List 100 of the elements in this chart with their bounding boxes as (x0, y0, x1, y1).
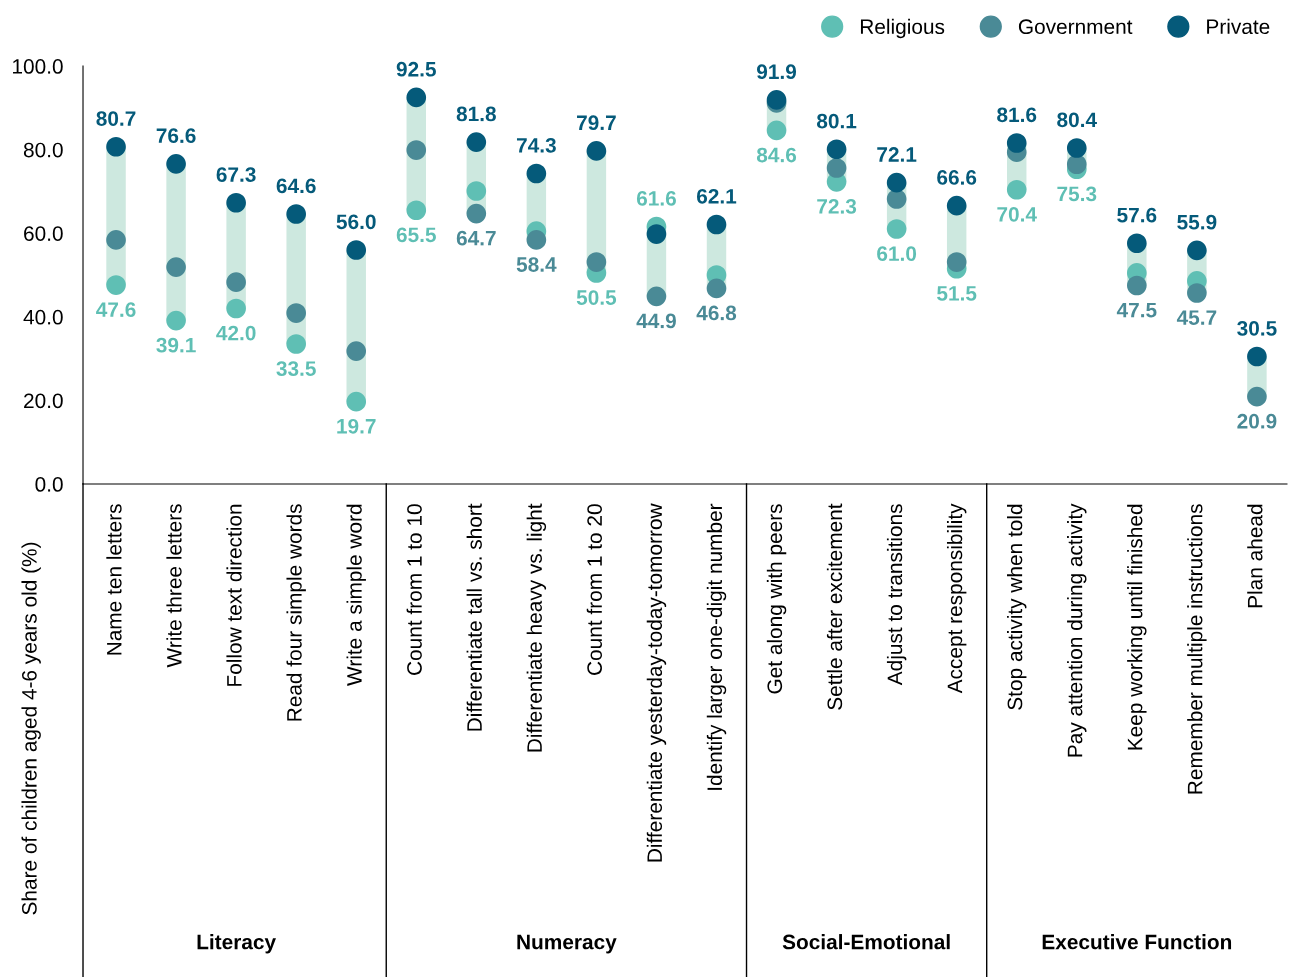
point (226, 298, 246, 319)
x-tick-label: Remember multiple instructions (1187, 504, 1207, 794)
data-label: 64.6 (276, 178, 316, 194)
point (1187, 283, 1207, 303)
point (1247, 386, 1267, 407)
point (286, 204, 306, 224)
point (106, 275, 126, 295)
x-tick-label: Write three letters (166, 504, 182, 668)
y-tick-label: 0.0 (35, 477, 63, 492)
data-label: 33.5 (276, 361, 316, 376)
y-tick-label: 100.0 (13, 59, 63, 74)
point (946, 252, 967, 272)
data-label: 80.4 (1057, 112, 1097, 128)
point (466, 181, 487, 201)
text: Literacy (197, 934, 276, 954)
data-label: 46.8 (696, 305, 737, 321)
data-label: 44.9 (636, 313, 676, 329)
x-tick-label: Identify larger one-digit number (706, 503, 727, 790)
data-label: 57.6 (1117, 207, 1157, 223)
point (286, 303, 306, 323)
x-tick-label: Pay attention during activity (1067, 503, 1087, 757)
x-tick-label: Name ten letters (106, 504, 122, 655)
data-label: 39.1 (156, 337, 196, 353)
point (706, 278, 727, 299)
data-label: 64.7 (456, 230, 496, 246)
data-label: 65.5 (396, 227, 436, 243)
point (586, 252, 607, 272)
data-label: 42.0 (216, 325, 256, 341)
x-tick-label: Keep working until finished (1127, 504, 1147, 750)
data-label: 67.3 (216, 167, 256, 182)
point (406, 87, 427, 108)
x-tick-label: Accept responsibility (946, 503, 967, 694)
data-label: 19.7 (337, 418, 376, 434)
point (1066, 138, 1087, 158)
point (1066, 154, 1087, 175)
point (886, 189, 907, 209)
y-tick-label: 80.0 (23, 142, 63, 158)
point (1127, 275, 1147, 296)
point (466, 203, 487, 224)
point (646, 286, 667, 307)
point (166, 310, 186, 331)
data-label: 45.7 (1176, 310, 1217, 325)
data-label: 84.6 (756, 147, 797, 163)
data-label: 66.6 (937, 170, 977, 185)
data-label: 30.5 (1237, 320, 1277, 336)
point (286, 334, 306, 354)
data-label: 70.4 (997, 206, 1037, 222)
data-label: 51.5 (937, 286, 977, 301)
data-label: 61.0 (877, 246, 917, 262)
point (1127, 233, 1147, 254)
text: Executive Function (1042, 934, 1232, 950)
point (106, 136, 126, 157)
point (526, 163, 547, 184)
legend-label: Government (1018, 19, 1133, 35)
x-tick-label: Read four simple words (286, 504, 306, 721)
point (646, 224, 667, 244)
point (1247, 346, 1267, 367)
y-tick-label: 60.0 (24, 226, 63, 241)
x-tick-label: Follow text direction (226, 504, 242, 686)
data-label: 75.3 (1057, 186, 1097, 202)
point (826, 158, 847, 178)
point (886, 172, 907, 193)
data-label: 47.6 (96, 302, 136, 318)
point (1006, 179, 1027, 200)
data-label: 50.5 (576, 290, 617, 305)
y-axis-title: Share of children aged 4-6 years old (%) (21, 542, 41, 915)
x-tick-label: Count from 1 to 10 (406, 504, 422, 675)
data-label: 81.6 (997, 107, 1037, 123)
point (226, 272, 246, 292)
point (106, 230, 126, 250)
legend-label: Private (1207, 18, 1270, 35)
legend-label: Religious (860, 18, 945, 39)
data-label: 76.6 (156, 128, 196, 144)
x-tick-label: Differentiate tall vs. short (466, 503, 482, 731)
point (1187, 240, 1207, 261)
data-label: 92.5 (396, 61, 436, 77)
point (826, 139, 847, 160)
text: Numeracy (517, 934, 617, 954)
x-tick-label: Get along with peers (766, 504, 787, 694)
x-tick-label: Differentiate heavy vs. light (526, 503, 547, 752)
data-label: 58.4 (516, 257, 557, 272)
x-tick-label: Count from 1 to 20 (586, 504, 602, 675)
data-label: 62.1 (696, 188, 737, 204)
x-tick-label: Differentiate yesterday-today-tomorrow (646, 503, 667, 862)
data-label: 72.3 (817, 199, 857, 214)
point (406, 140, 427, 160)
data-label: 72.1 (877, 147, 917, 162)
x-tick-label: Plan ahead (1247, 504, 1263, 608)
text: Social-Emotional (782, 934, 950, 950)
y-tick-label: 40.0 (23, 309, 63, 325)
x-tick-label: Adjust to transitions (886, 504, 907, 686)
point (706, 214, 727, 235)
data-label: 80.1 (816, 113, 857, 129)
point (166, 257, 186, 277)
point (586, 141, 607, 161)
point (526, 230, 547, 250)
point (346, 240, 367, 260)
point (946, 195, 967, 216)
point (346, 391, 367, 412)
data-label: 56.0 (336, 214, 376, 230)
